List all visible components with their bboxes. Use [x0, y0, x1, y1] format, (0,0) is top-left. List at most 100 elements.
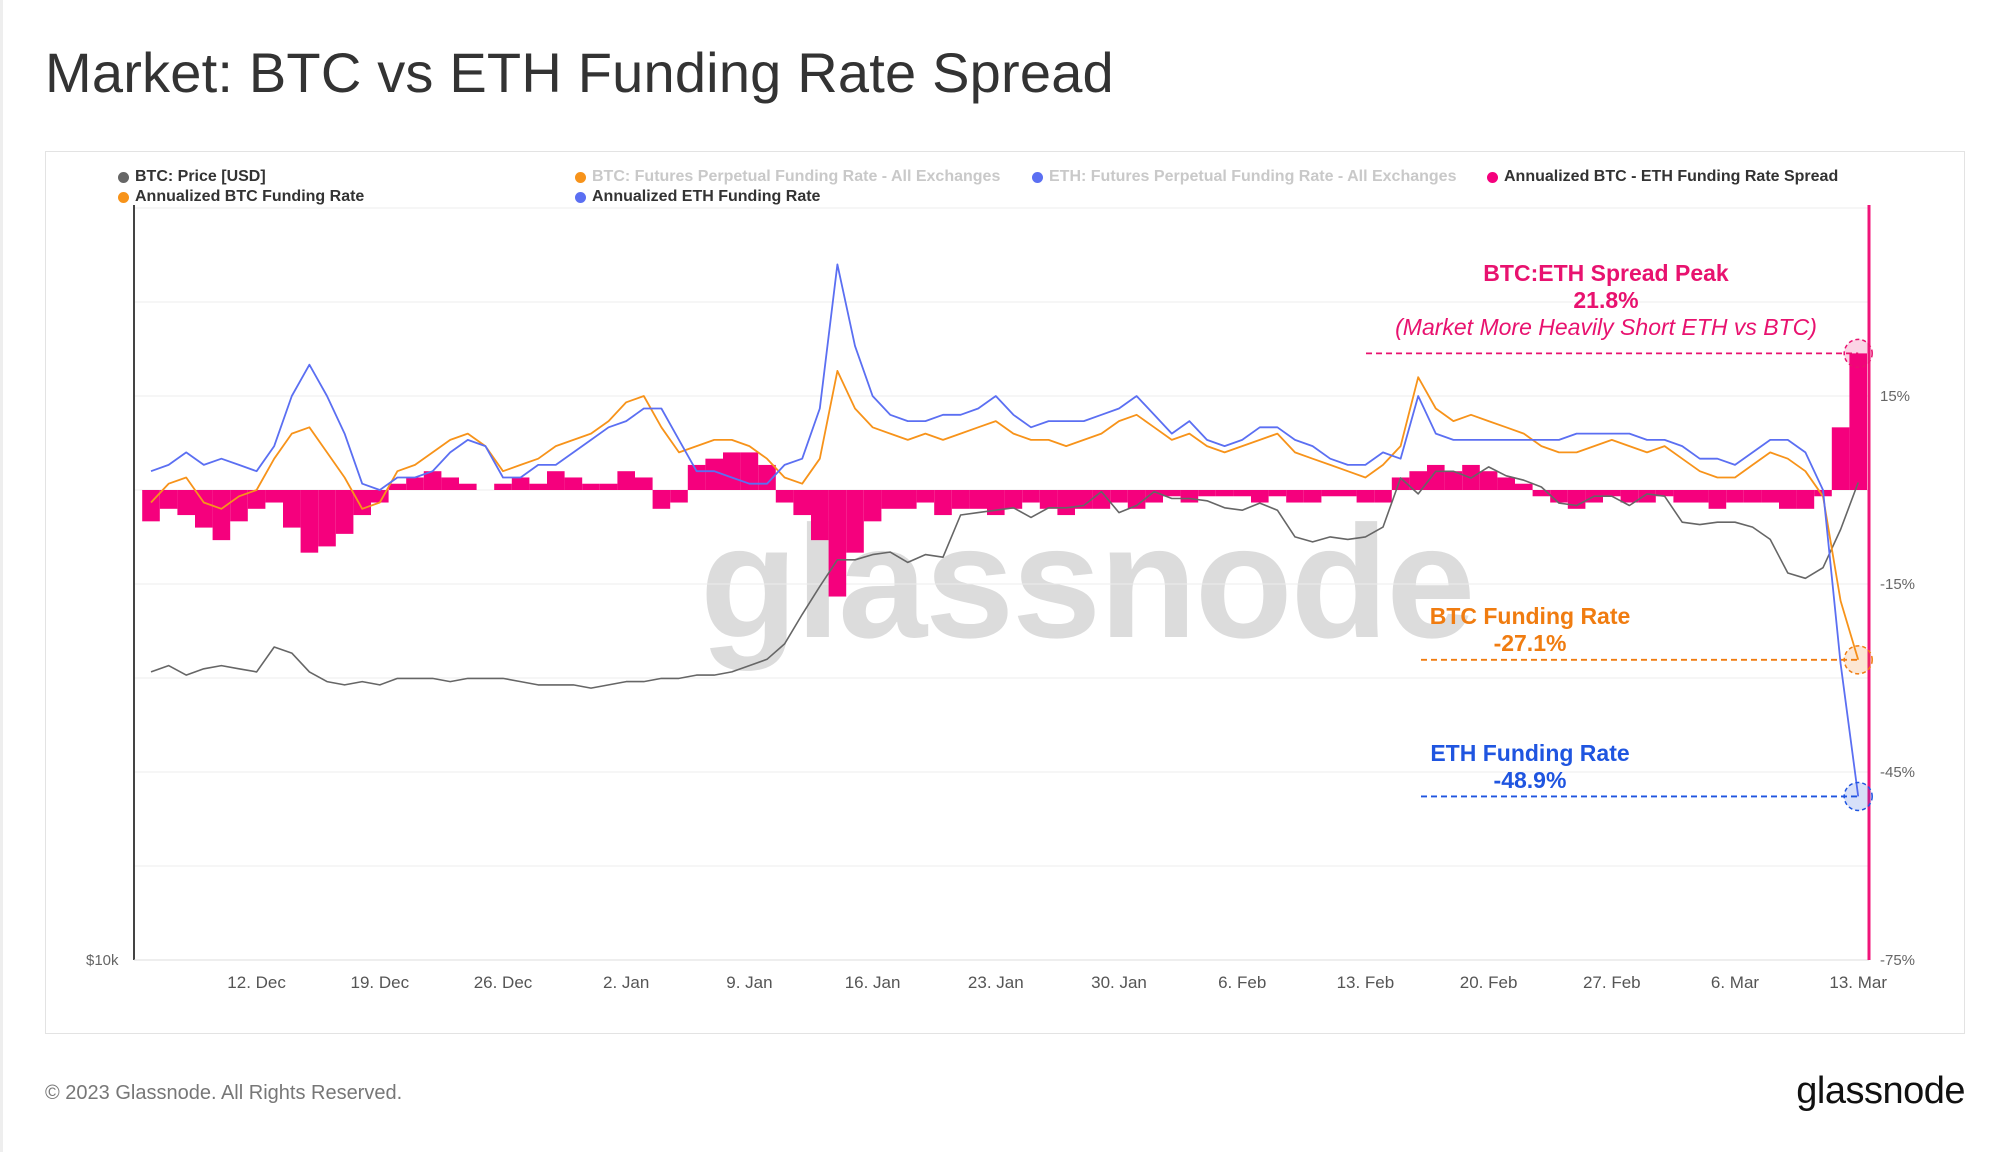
legend-item-annualized-btc[interactable]: Annualized BTC Funding Rate: [118, 188, 364, 206]
x-tick-label: 16. Jan: [845, 973, 901, 992]
spread-bar: [1743, 490, 1762, 503]
y-tick-label: 15%: [1880, 388, 1910, 405]
spread-bar: [1004, 490, 1023, 509]
spread-bar: [723, 452, 741, 490]
legend-item-spread[interactable]: Annualized BTC - ETH Funding Rate Spread: [1487, 168, 1838, 186]
glassnode-logo: glassnode: [1796, 1070, 1965, 1112]
legend-label: Annualized BTC - ETH Funding Rate Spread: [1504, 168, 1839, 185]
legend-item-btc-price[interactable]: BTC: Price [USD]: [118, 168, 266, 186]
spread-bar: [740, 452, 759, 490]
spread-bar: [863, 490, 882, 522]
spread-bar: [1215, 490, 1234, 497]
spread-bar: [388, 483, 407, 490]
spread-bar: [406, 477, 424, 490]
spread-bar: [265, 490, 283, 503]
legend-item-eth-futures-funding[interactable]: ETH: Futures Perpetual Funding Rate - Al…: [1032, 168, 1456, 186]
spread-bar: [1427, 464, 1445, 490]
legend-dot-icon: [118, 171, 129, 183]
y-tick-label: -15%: [1880, 576, 1915, 593]
chart-container: [45, 151, 1965, 1034]
btc-price-line: [150, 466, 1859, 689]
x-tick-label: 13. Mar: [1829, 973, 1887, 992]
spread-bar: [1180, 490, 1199, 503]
legend-item-annualized-eth[interactable]: Annualized ETH Funding Rate: [575, 188, 820, 206]
x-tick-label: 9. Jan: [726, 973, 772, 992]
annotation-value: -27.1%: [1493, 630, 1567, 656]
x-tick-label: 6. Feb: [1218, 973, 1266, 992]
spread-bar: [635, 477, 653, 490]
spread-bar: [599, 483, 618, 490]
spread-bar: [177, 490, 195, 516]
y-tick-label: -45%: [1880, 764, 1915, 781]
spread-bar: [951, 490, 970, 509]
x-tick-label: 13. Feb: [1337, 973, 1395, 992]
legend-dot-icon: [575, 191, 586, 203]
x-tick-label: 19. Dec: [351, 973, 410, 992]
spread-bar: [811, 490, 829, 541]
annotation-btc-funding: BTC Funding Rate -27.1%: [1430, 603, 1631, 657]
spread-bar: [353, 490, 371, 516]
spread-bar: [1268, 490, 1287, 497]
spread-bar: [582, 483, 600, 490]
annotation-value: 21.8%: [1573, 287, 1639, 313]
spread-bar: [1303, 490, 1322, 503]
spread-bar: [652, 490, 671, 509]
spread-bar: [1708, 490, 1727, 509]
x-tick-label: 6. Mar: [1711, 973, 1760, 992]
spread-bar: [1075, 490, 1093, 509]
legend-dot-icon: [1032, 171, 1043, 183]
legend-item-btc-futures-funding[interactable]: BTC: Futures Perpetual Funding Rate - Al…: [575, 168, 1000, 186]
spread-bar: [511, 477, 530, 490]
x-tick-label: 26. Dec: [474, 973, 533, 992]
spread-bar: [247, 490, 266, 509]
spread-bar: [230, 490, 248, 522]
spread-bar: [1532, 490, 1551, 497]
spread-bar: [1515, 483, 1533, 490]
spread-bar: [881, 490, 899, 509]
spread-bar: [934, 490, 952, 516]
spread-bar: [828, 490, 847, 597]
x-tick-label: 2. Jan: [603, 973, 649, 992]
spread-bar: [775, 490, 794, 503]
x-tick-label: 20. Feb: [1460, 973, 1518, 992]
annotation-title: ETH Funding Rate: [1430, 740, 1630, 766]
spread-bar: [1391, 477, 1410, 490]
spread-bar: [1127, 490, 1146, 509]
annotation-eth-funding: ETH Funding Rate -48.9%: [1430, 740, 1629, 794]
x-tick-label: 27. Feb: [1583, 973, 1641, 992]
spread-bar: [564, 477, 583, 490]
spread-bar: [1321, 490, 1339, 497]
spread-bar: [705, 458, 723, 490]
legend-dot-icon: [1487, 171, 1498, 183]
eth-funding-marker: [1843, 781, 1873, 812]
x-tick-label: 30. Jan: [1091, 973, 1147, 992]
spread-bar: [441, 477, 459, 490]
copyright-footer: © 2023 Glassnode. All Rights Reserved.: [45, 1082, 403, 1104]
spread-bar: [1163, 490, 1181, 497]
spread-peak-marker: [1843, 338, 1873, 369]
spread-bar: [283, 490, 301, 528]
spread-bar: [1444, 471, 1463, 490]
spread-bar: [1233, 490, 1251, 497]
spread-bar: [793, 490, 811, 516]
spread-bar: [195, 490, 213, 528]
spread-bar: [1603, 490, 1621, 497]
page-title: Market: BTC vs ETH Funding Rate Spread: [45, 41, 1114, 104]
spread-bar: [670, 490, 688, 503]
spread-bar: [547, 471, 565, 490]
spread-bar: [1497, 477, 1515, 490]
spread-bar: [1339, 490, 1357, 497]
spread-bar: [459, 483, 477, 490]
eth-funding-line: [150, 263, 1860, 797]
annotation-title: BTC Funding Rate: [1429, 603, 1631, 629]
spread-bar: [1251, 490, 1269, 503]
spread-bar: [617, 471, 635, 490]
legend-label: BTC: Futures Perpetual Funding Rate - Al…: [592, 168, 1001, 185]
spread-bar: [1761, 490, 1779, 503]
spread-bar: [212, 490, 231, 541]
spread-bar: [335, 490, 354, 534]
spread-bar: [1849, 353, 1867, 490]
spread-bar: [846, 490, 864, 553]
legend-label: Annualized ETH Funding Rate: [592, 188, 821, 205]
spread-bar: [899, 490, 917, 509]
